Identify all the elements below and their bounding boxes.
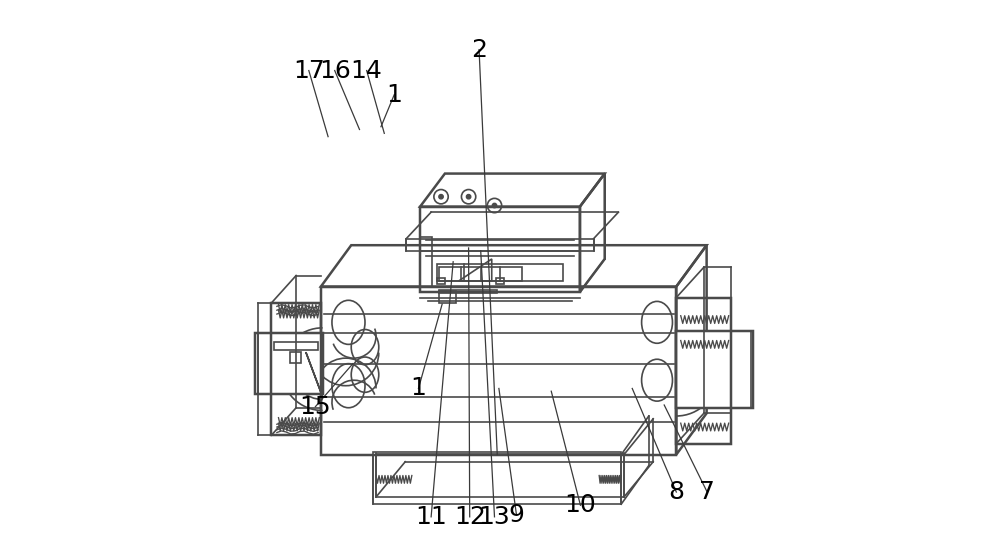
Bar (439, 267, 522, 281)
Text: 14: 14 (351, 58, 383, 83)
Text: 7: 7 (699, 480, 715, 504)
Bar (373, 452, 621, 504)
Bar (321, 287, 676, 455)
Text: 1: 1 (386, 83, 402, 107)
Text: 8: 8 (668, 480, 684, 504)
Bar (439, 290, 497, 293)
Bar (420, 207, 580, 292)
Text: 17: 17 (293, 58, 325, 83)
Circle shape (492, 203, 497, 208)
Bar (420, 237, 432, 287)
Bar (439, 291, 456, 303)
Text: 1: 1 (411, 376, 426, 401)
Text: 12: 12 (454, 505, 486, 529)
Text: 2: 2 (471, 37, 487, 62)
Bar (274, 342, 318, 350)
Bar (676, 331, 753, 408)
Text: 15: 15 (300, 395, 331, 419)
Bar (290, 352, 301, 363)
Text: 13: 13 (479, 505, 510, 529)
Text: 11: 11 (415, 505, 447, 529)
Bar (496, 278, 504, 284)
Bar (676, 298, 731, 444)
Bar (376, 454, 624, 497)
Text: 9: 9 (509, 503, 524, 527)
Text: 16: 16 (319, 58, 351, 83)
Bar (437, 278, 445, 284)
Circle shape (466, 195, 471, 199)
Bar (255, 333, 323, 394)
Bar (406, 239, 594, 251)
Circle shape (439, 195, 443, 199)
Bar (437, 264, 563, 281)
Text: 10: 10 (565, 493, 596, 517)
Bar (271, 303, 321, 435)
